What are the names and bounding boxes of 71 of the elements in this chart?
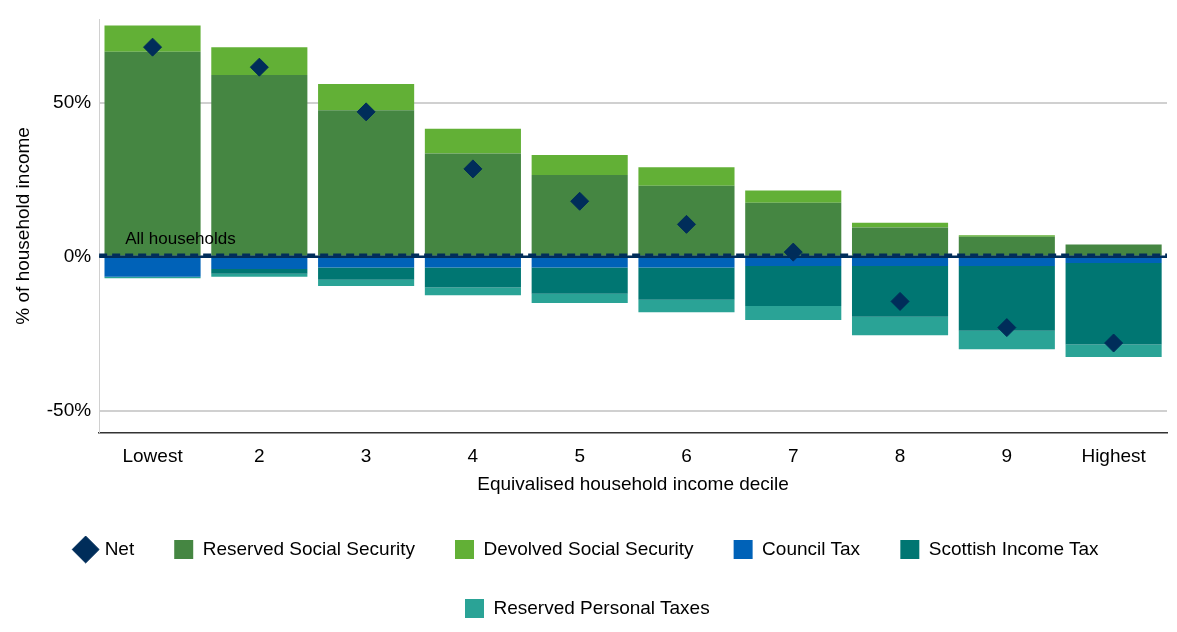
y-tick-label: 50% (53, 90, 92, 112)
bar (638, 257, 735, 268)
legend-label: Reserved Social Security (202, 537, 416, 559)
bar (851, 227, 949, 256)
bar (851, 257, 949, 266)
bar (531, 155, 628, 176)
legend-label: Net (104, 537, 135, 559)
point (356, 102, 376, 122)
bar (958, 330, 1055, 350)
bar (531, 257, 628, 268)
bar (745, 265, 842, 307)
y-tick-label: -50% (46, 399, 92, 421)
x-tick-label: 9 (1001, 445, 1013, 467)
x-tick-label: 5 (574, 445, 585, 467)
legend-label: Devolved Social Security (483, 537, 695, 559)
x-tick-label: 7 (787, 445, 799, 467)
bar (211, 47, 308, 75)
y-tick-label: 0% (63, 244, 92, 266)
bar (745, 202, 842, 256)
x-tick-label: 8 (894, 445, 906, 467)
bar (638, 299, 735, 313)
bar (851, 265, 949, 317)
bar (424, 153, 521, 256)
bar (745, 257, 842, 266)
bar (318, 267, 415, 280)
bar (958, 257, 1055, 266)
bar (531, 175, 628, 256)
bar (851, 316, 949, 336)
bar (1065, 344, 1162, 357)
point (143, 37, 163, 57)
bar (318, 110, 415, 256)
x-tick-label: 6 (681, 445, 692, 467)
x-tick-label: Highest (1081, 445, 1147, 467)
bar (424, 287, 521, 296)
x-tick-label: Lowest (122, 445, 184, 467)
bar (958, 265, 1055, 331)
point (890, 291, 910, 311)
bar (424, 257, 521, 268)
point (997, 318, 1017, 338)
bar (211, 257, 308, 270)
point (1104, 333, 1124, 353)
legend-label: Council Tax (762, 537, 861, 559)
bar (424, 267, 521, 288)
bar (318, 279, 415, 286)
bar (638, 185, 735, 256)
bar (745, 306, 842, 320)
bar (318, 84, 415, 111)
y-axis-title: % of household income (11, 127, 33, 325)
legend-label: Scottish Income Tax (928, 537, 1100, 559)
bar (531, 293, 628, 303)
point (676, 214, 696, 234)
bar (745, 190, 842, 203)
x-tick-label: 3 (360, 445, 372, 467)
bar (638, 167, 735, 186)
x-tick-label: 4 (467, 445, 479, 467)
point (463, 159, 483, 179)
bar (424, 128, 521, 154)
bar (104, 25, 201, 52)
x-tick-label: 2 (254, 445, 265, 467)
bar (211, 273, 308, 277)
bar (1065, 262, 1162, 345)
bar (638, 267, 735, 300)
bar (531, 267, 628, 294)
bar (1065, 257, 1162, 263)
bar (318, 257, 415, 268)
legend-label: Reserved Personal Taxes (493, 596, 710, 618)
x-axis-title: Equivalised household income decile (477, 472, 789, 494)
bar (211, 269, 308, 274)
point (249, 57, 269, 77)
bar (104, 257, 201, 277)
point (570, 191, 590, 211)
